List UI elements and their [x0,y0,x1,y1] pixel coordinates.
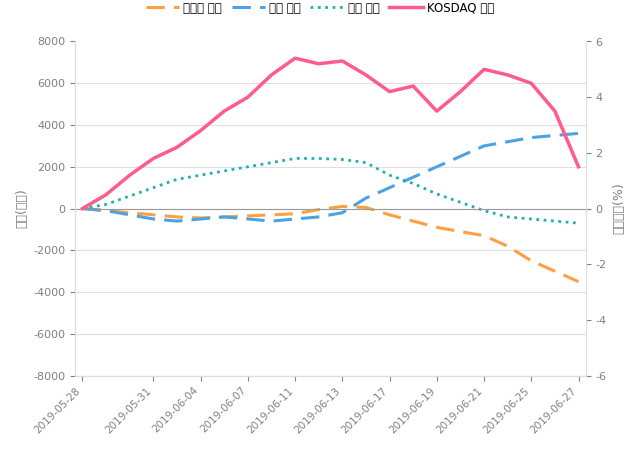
외국인 누적 [150,212,157,217]
개인 누적 [220,214,228,220]
외국인 누적 [291,211,299,216]
KOSDAQ 누적 [244,94,252,100]
KOSDAQ 누적 [126,172,134,178]
개인 누적 [362,195,370,201]
기관 누적 [220,168,228,174]
KOSDAQ 누적 [315,61,323,67]
KOSDAQ 누적 [362,72,370,77]
외국인 누적 [244,213,252,219]
KOSDAQ 누적 [575,164,582,170]
개인 누적 [79,206,86,211]
외국인 누적 [79,206,86,211]
외국인 누적 [126,210,134,216]
KOSDAQ 누적 [220,108,228,114]
기관 누적 [150,185,157,190]
외국인 누적 [456,229,464,234]
개인 누적 [551,133,559,138]
개인 누적 [433,164,440,170]
개인 누적 [173,218,181,224]
Line: KOSDAQ 누적: KOSDAQ 누적 [83,58,579,208]
기관 누적 [504,214,511,220]
외국인 누적 [196,215,204,220]
개인 누적 [456,153,464,159]
외국인 누적 [386,212,394,217]
외국인 누적 [220,214,228,220]
Legend: 외국인 누적, 개인 누적, 기관 누적, KOSDAQ 누적: 외국인 누적, 개인 누적, 기관 누적, KOSDAQ 누적 [141,0,499,19]
기관 누적 [315,156,323,161]
외국인 누적 [339,204,346,209]
기관 누적 [410,181,417,186]
외국인 누적 [102,208,110,213]
기관 누적 [244,164,252,170]
기관 누적 [575,220,582,226]
개인 누적 [339,210,346,216]
KOSDAQ 누적 [410,83,417,89]
기관 누적 [268,160,275,165]
외국인 누적 [268,212,275,217]
KOSDAQ 누적 [291,55,299,61]
기관 누적 [102,202,110,207]
KOSDAQ 누적 [456,89,464,94]
KOSDAQ 누적 [527,81,535,86]
KOSDAQ 누적 [173,144,181,150]
기관 누적 [196,172,204,178]
개인 누적 [244,216,252,222]
Line: 외국인 누적: 외국인 누적 [83,207,579,282]
외국인 누적 [173,214,181,220]
외국인 누적 [315,207,323,212]
개인 누적 [575,130,582,136]
기관 누적 [362,160,370,165]
Y-axis label: 누적(억원): 누적(억원) [15,189,28,229]
개인 누적 [410,175,417,180]
기관 누적 [79,206,86,211]
개인 누적 [196,216,204,222]
개인 누적 [102,208,110,213]
외국인 누적 [480,233,488,238]
개인 누적 [386,185,394,190]
Line: 기관 누적: 기관 누적 [83,158,579,223]
KOSDAQ 누적 [102,192,110,198]
기관 누적 [291,156,299,161]
Y-axis label: 지수상승(%): 지수상승(%) [612,183,625,234]
외국인 누적 [362,205,370,210]
개인 누적 [480,143,488,148]
외국인 누적 [575,279,582,284]
KOSDAQ 누적 [196,128,204,133]
KOSDAQ 누적 [339,58,346,64]
기관 누적 [456,200,464,205]
KOSDAQ 누적 [551,108,559,114]
KOSDAQ 누적 [480,67,488,72]
기관 누적 [480,208,488,213]
외국인 누적 [551,269,559,274]
KOSDAQ 누적 [386,89,394,94]
KOSDAQ 누적 [433,108,440,114]
개인 누적 [268,218,275,224]
외국인 누적 [410,218,417,224]
기관 누적 [173,176,181,182]
기관 누적 [126,194,134,199]
개인 누적 [291,216,299,222]
기관 누적 [386,172,394,178]
기관 누적 [433,191,440,197]
외국인 누적 [527,258,535,263]
개인 누적 [504,139,511,144]
개인 누적 [527,135,535,140]
개인 누적 [315,214,323,220]
KOSDAQ 누적 [504,72,511,77]
KOSDAQ 누적 [150,156,157,161]
기관 누적 [527,216,535,222]
외국인 누적 [433,225,440,230]
KOSDAQ 누적 [268,72,275,77]
외국인 누적 [504,243,511,249]
기관 누적 [339,157,346,162]
Line: 개인 누적: 개인 누적 [83,133,579,221]
KOSDAQ 누적 [79,206,86,211]
개인 누적 [126,212,134,217]
개인 누적 [150,216,157,222]
기관 누적 [551,218,559,224]
